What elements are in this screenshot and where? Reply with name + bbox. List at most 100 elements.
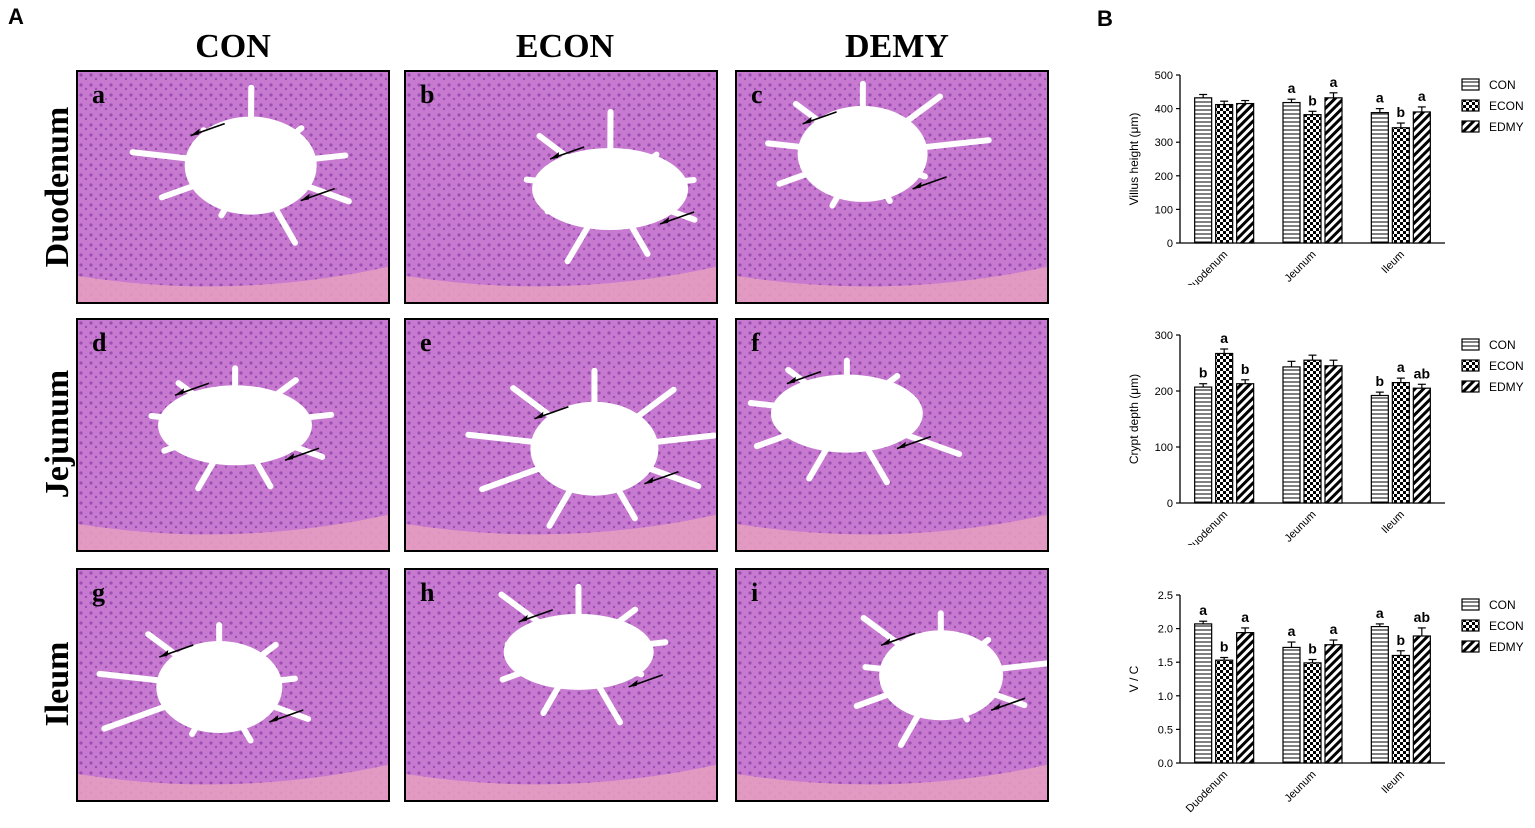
arrow-icon [912, 176, 947, 190]
arrow-icon [644, 470, 679, 485]
y-tick-label: 0.0 [1158, 758, 1173, 770]
y-tick-label: 0.5 [1158, 724, 1173, 736]
bar [1324, 365, 1343, 504]
significance-letter: ab [1414, 365, 1430, 381]
bar [1282, 101, 1301, 244]
significance-letter: a [1418, 88, 1426, 104]
significance-letter: a [1288, 623, 1296, 639]
legend-swatch [1461, 380, 1480, 393]
significance-letter: a [1376, 605, 1384, 621]
bar [1236, 102, 1255, 244]
y-tick-label: 200 [1155, 386, 1173, 398]
significance-letter: a [1288, 80, 1296, 96]
row-header-duodenum: Duodenum [39, 106, 76, 268]
bar [1412, 635, 1431, 764]
row-header-jejunum: Jejunum [39, 369, 76, 499]
y-tick-label: 300 [1155, 137, 1173, 149]
significance-letter: a [1330, 74, 1338, 90]
legend-label: ECON [1489, 619, 1524, 633]
x-tick-label: Duodenum [1184, 249, 1231, 285]
significance-letter: b [1241, 361, 1250, 377]
significance-letter: b [1199, 365, 1208, 381]
arrow-icon [786, 370, 822, 385]
bar [1303, 662, 1322, 764]
micrograph-g: g [76, 568, 390, 802]
legend-swatch [1461, 640, 1480, 653]
legend-label: CON [1489, 598, 1516, 612]
bar [1303, 114, 1322, 244]
x-tick-label: Jeunum [1282, 509, 1318, 545]
legend-label: EDMY [1489, 640, 1524, 654]
arrow-icon [269, 709, 304, 723]
x-tick-label: Jeunum [1282, 249, 1318, 285]
significance-letter: b [1376, 373, 1385, 389]
bar [1194, 623, 1213, 764]
x-tick-label: Jeunum [1282, 769, 1318, 805]
bar [1236, 632, 1255, 764]
legend-swatch [1461, 619, 1480, 632]
significance-letter: ab [1414, 609, 1430, 625]
legend-label: ECON [1489, 359, 1524, 373]
micrograph-a: a [76, 70, 390, 304]
y-tick-label: 0 [1167, 238, 1173, 250]
arrow-icon [628, 674, 663, 688]
arrow-icon [896, 435, 932, 450]
micrograph-e: e [404, 318, 718, 552]
legend-label: ECON [1489, 99, 1524, 113]
y-tick-label: 500 [1155, 70, 1173, 82]
bar [1391, 381, 1410, 504]
x-tick-label: Duodenum [1184, 769, 1231, 816]
bar [1412, 111, 1431, 244]
micrograph-i: i [735, 568, 1049, 802]
legend-swatch [1461, 338, 1480, 351]
column-header-con: CON [195, 28, 271, 65]
micrograph-letter: a [92, 80, 105, 109]
bar [1215, 352, 1234, 504]
y-axis-label: Villus height (μm) [1127, 113, 1141, 206]
arrow-icon [549, 146, 585, 160]
column-header-demy: DEMY [845, 28, 949, 65]
y-axis-label: V / C [1127, 665, 1141, 692]
arrow-icon [880, 632, 916, 647]
significance-letter: a [1397, 359, 1405, 375]
legend-swatch [1461, 359, 1480, 372]
micrograph-c: c [735, 70, 1049, 304]
micrograph-d: d [76, 318, 390, 552]
bar [1215, 103, 1234, 244]
row-header-ileum: Ileum [39, 641, 76, 727]
bar [1412, 387, 1431, 504]
column-header-econ: ECON [515, 28, 615, 65]
micrograph-letter: b [420, 80, 435, 109]
x-tick-label: Ileum [1379, 769, 1407, 797]
arrow-icon [518, 609, 553, 623]
micrograph-h: h [404, 568, 718, 802]
arrow-icon [534, 405, 569, 420]
legend-label: CON [1489, 78, 1516, 92]
bar [1370, 394, 1389, 504]
panel-b-label: B [1097, 6, 1113, 31]
panel-a-label: A [8, 4, 24, 29]
bar [1282, 366, 1301, 504]
bar [1324, 97, 1343, 244]
significance-letter: b [1308, 92, 1317, 108]
significance-letter: a [1330, 621, 1338, 637]
legend-label: EDMY [1489, 380, 1524, 394]
arrow-icon [300, 187, 335, 202]
vc-ratio-chart: 0.00.51.01.52.02.5V / CabaDuodenumabaJeu… [1127, 590, 1524, 816]
significance-letter: a [1199, 602, 1207, 618]
micrograph-letter: f [751, 328, 760, 357]
bar [1236, 383, 1255, 504]
significance-letter: a [1376, 90, 1384, 106]
bar [1194, 386, 1213, 504]
micrograph-letter: d [92, 328, 107, 357]
y-tick-label: 400 [1155, 104, 1173, 116]
significance-letter: b [1308, 641, 1317, 657]
y-tick-label: 2.0 [1158, 624, 1173, 636]
bar [1303, 359, 1322, 504]
bar [1194, 97, 1213, 244]
arrow-icon [174, 382, 210, 397]
bar [1370, 625, 1389, 764]
bar [1215, 659, 1234, 764]
significance-letter: a [1241, 609, 1249, 625]
